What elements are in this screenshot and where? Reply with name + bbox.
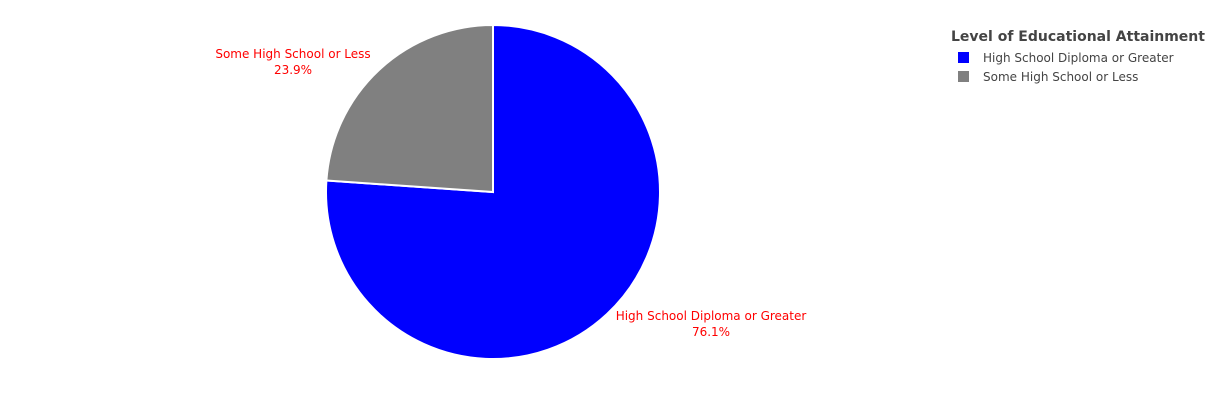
- legend-title: Level of Educational Attainment: [951, 29, 1205, 45]
- pie-labels: High School Diploma or Greater 76.1% Some …: [215, 47, 806, 339]
- pie-slice-high-school-diploma-or-greater[interactable]: [325, 23, 661, 360]
- slice-label-percent: 23.9%: [274, 63, 312, 77]
- legend-item-high-school-diploma[interactable]: High School Diploma or Greater: [951, 48, 1205, 67]
- slice-label-name: High School Diploma or Greater: [616, 309, 807, 323]
- slice-label-name: Some High School or Less: [215, 47, 370, 61]
- legend-swatch-gray: [958, 71, 969, 82]
- pie-slices: [325, 23, 661, 360]
- legend-label: Some High School or Less: [983, 69, 1139, 84]
- slice-label-percent: 76.1%: [692, 325, 730, 339]
- pie-slice-some-high-school-or-less[interactable]: [325, 23, 494, 194]
- legend: Level of Educational Attainment High Sch…: [951, 29, 1205, 86]
- legend-item-some-high-school[interactable]: Some High School or Less: [951, 67, 1205, 86]
- legend-swatch-blue: [958, 52, 969, 63]
- legend-label: High School Diploma or Greater: [983, 50, 1174, 65]
